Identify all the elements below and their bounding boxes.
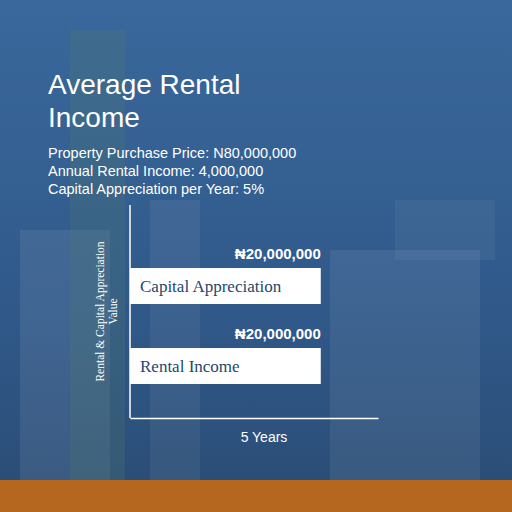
data-label: ₦20,000,000 <box>235 325 321 342</box>
y-axis-title: Rental & Capital AppreciationValue <box>94 241 119 381</box>
data-label: ₦20,000,000 <box>235 245 321 262</box>
footer-strip <box>0 480 512 512</box>
bar <box>130 268 321 304</box>
bars <box>130 268 321 384</box>
subtitle: Capital Appreciation per Year: 5% <box>48 181 264 197</box>
background <box>0 0 512 512</box>
title: Average RentalIncome <box>48 69 241 133</box>
background-shape <box>330 250 480 480</box>
x-axis-title: 5 Years <box>241 429 288 445</box>
x-axis-line <box>131 418 379 420</box>
chart: Average RentalIncome Property Purchase Pr… <box>0 0 512 512</box>
category-label: Rental Income <box>140 357 240 376</box>
bar <box>130 348 321 384</box>
subtitle: Annual Rental Income: 4,000,000 <box>48 163 263 179</box>
x-axis <box>131 418 379 419</box>
category-label: Capital Appreciation <box>140 277 282 296</box>
subtitle: Property Purchase Price: N80,000,000 <box>48 145 296 161</box>
background-shape <box>150 200 200 480</box>
background-shape <box>395 200 495 260</box>
y-axis-line <box>129 205 131 418</box>
